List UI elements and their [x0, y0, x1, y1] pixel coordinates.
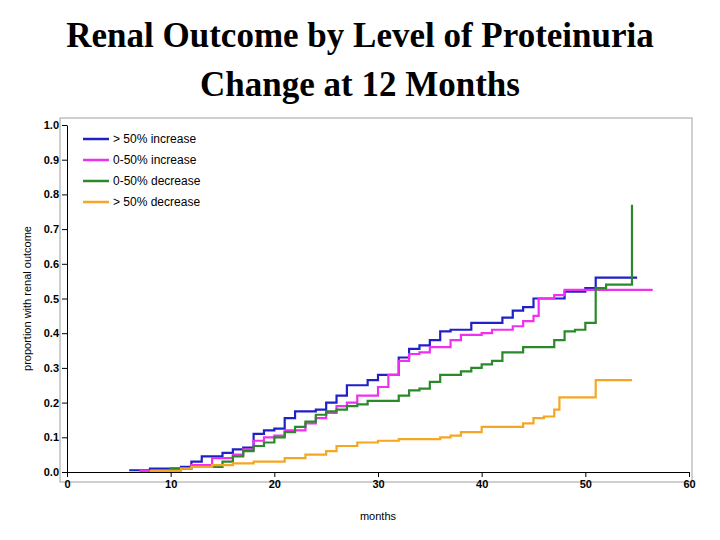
tick: 0.5 — [44, 293, 67, 305]
tick: 0.3 — [44, 362, 67, 374]
tick: 0.7 — [44, 223, 67, 235]
tick: 0.8 — [44, 188, 67, 200]
tick: 30 — [372, 472, 384, 490]
legend-swatch — [83, 201, 109, 204]
tick-mark — [274, 472, 275, 477]
legend-swatch — [83, 138, 109, 141]
tick-label: 0.3 — [44, 362, 59, 374]
x-axis: 0 10 20 30 40 50 60 — [64, 472, 695, 490]
tick-label: 0.1 — [44, 431, 59, 443]
series-group — [129, 205, 653, 471]
tick-mark — [482, 472, 483, 477]
y-axis-title: proportion with renal outcome — [21, 226, 33, 371]
tick-label: 0.9 — [44, 154, 59, 166]
tick-mark — [62, 299, 67, 300]
legend-label: 0-50% increase — [113, 153, 197, 167]
series-line — [150, 205, 632, 471]
x-axis-title: months — [360, 510, 397, 522]
tick-label: 0.8 — [44, 188, 59, 200]
tick-mark — [62, 472, 67, 473]
series-line — [150, 380, 632, 471]
series-line — [140, 290, 653, 471]
tick-label: 1.0 — [44, 119, 59, 131]
tick-label: 10 — [165, 478, 177, 490]
axis-line — [67, 126, 68, 473]
tick-mark — [67, 472, 68, 477]
tick: 20 — [269, 472, 281, 490]
tick: 40 — [476, 472, 488, 490]
tick: 0.9 — [44, 154, 67, 166]
tick-label: 0 — [64, 478, 70, 490]
tick-label: 0.4 — [44, 327, 60, 339]
tick-label: 0.5 — [44, 293, 59, 305]
tick-mark — [62, 333, 67, 334]
tick-label: 20 — [269, 478, 281, 490]
tick-mark — [62, 368, 67, 369]
tick-label: 60 — [683, 478, 695, 490]
tick-label: 0.7 — [44, 223, 59, 235]
tick-mark — [585, 472, 586, 477]
tick-mark — [62, 229, 67, 230]
legend-swatch — [83, 180, 109, 183]
title: Renal Outcome by Level of Proteinuria Cha… — [66, 16, 653, 104]
tick-label: 0.6 — [44, 258, 59, 270]
title-line: Renal Outcome by Level of Proteinuria — [66, 16, 653, 55]
tick-label: 0.0 — [44, 466, 59, 478]
tick-mark — [689, 472, 690, 477]
tick-mark — [62, 264, 67, 265]
tick: 10 — [165, 472, 177, 490]
series-line — [129, 278, 637, 471]
tick: 0.2 — [44, 397, 67, 409]
legend-label: > 50% decrease — [113, 195, 200, 209]
tick: 50 — [580, 472, 592, 490]
tick: 0.1 — [44, 431, 67, 443]
tick-mark — [62, 194, 67, 195]
tick-label: 30 — [372, 478, 384, 490]
tick: 60 — [683, 472, 695, 490]
y-axis: 0.0 0.1 0.2 0.3 0.4 0.5 0.6 0.7 0.8 0.9 1.0 — [44, 119, 68, 478]
tick-mark — [62, 403, 67, 404]
legend-label: > 50% increase — [113, 132, 196, 146]
tick: 0 — [64, 472, 70, 490]
tick-label: 40 — [476, 478, 488, 490]
tick: 0.6 — [44, 258, 67, 270]
legend-label: 0-50% decrease — [113, 174, 201, 188]
legend-swatch — [83, 159, 109, 162]
tick-label: 50 — [580, 478, 592, 490]
tick-mark — [62, 437, 67, 438]
tick-mark — [62, 160, 67, 161]
tick-mark — [62, 125, 67, 126]
legend: > 50% increase 0-50% increase 0-50% decrea… — [83, 132, 201, 209]
tick: 0.0 — [44, 466, 67, 478]
tick: 1.0 — [44, 119, 67, 131]
tick-mark — [171, 472, 172, 477]
tick-mark — [378, 472, 379, 477]
plot-frame — [60, 118, 692, 482]
tick-label: 0.2 — [44, 397, 59, 409]
chart: Renal Outcome by Level of Proteinuria Cha… — [0, 0, 720, 540]
tick: 0.4 — [44, 327, 67, 339]
title-line: Change at 12 Months — [200, 65, 520, 104]
